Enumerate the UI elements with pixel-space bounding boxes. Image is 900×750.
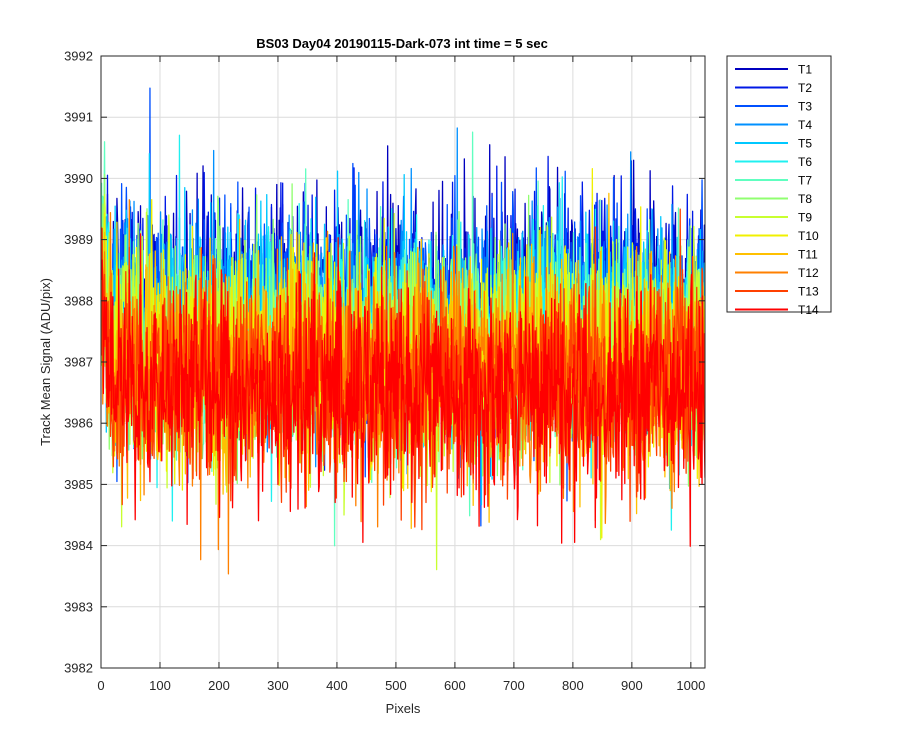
- y-tick-label: 3987: [64, 355, 93, 370]
- x-axis: 0 100 200 300 400 500 600 700 800 900 1000: [97, 56, 705, 693]
- legend-label-t12: T12: [798, 266, 819, 280]
- y-tick-label: 3989: [64, 232, 93, 247]
- legend-label-t9: T9: [798, 211, 812, 225]
- legend-label-t6: T6: [798, 155, 812, 169]
- legend-label-t14: T14: [798, 303, 819, 317]
- legend-label-t5: T5: [798, 137, 812, 151]
- x-tick-label: 500: [385, 678, 407, 693]
- x-tick-label: 700: [503, 678, 525, 693]
- legend-label-t8: T8: [798, 192, 812, 206]
- y-tick-label: 3983: [64, 599, 93, 614]
- y-tick-label: 3992: [64, 49, 93, 64]
- legend-box: [726, 55, 832, 313]
- chart-title: BS03 Day04 20190115-Dark-073 int time = …: [256, 36, 548, 51]
- series-lines: [101, 87, 705, 575]
- x-tick-label: 200: [208, 678, 230, 693]
- x-axis-label: Pixels: [386, 701, 421, 716]
- legend-label-t13: T13: [798, 285, 819, 299]
- x-tick-label: 400: [326, 678, 348, 693]
- x-tick-label: 600: [444, 678, 466, 693]
- legend-label-t10: T10: [798, 229, 819, 243]
- x-tick-label: 100: [149, 678, 171, 693]
- y-tick-label: 3982: [64, 661, 93, 676]
- legend-label-t1: T1: [798, 63, 812, 77]
- x-tick-label: 900: [621, 678, 643, 693]
- y-axis-label: Track Mean Signal (ADU/pix): [38, 278, 53, 446]
- x-tick-label: 300: [267, 678, 289, 693]
- x-tick-label: 0: [97, 678, 104, 693]
- legend-label-t2: T2: [798, 81, 812, 95]
- y-tick-label: 3984: [64, 538, 93, 553]
- series-line-t14: [101, 233, 705, 547]
- y-tick-label: 3991: [64, 110, 93, 125]
- y-tick-label: 3985: [64, 477, 93, 492]
- legend: T1 T2 T3 T4 T5 T6 T7 T8 T9 T10 T11 T12 T13 T14: [726, 55, 832, 317]
- y-tick-label: 3990: [64, 171, 93, 186]
- y-tick-label: 3988: [64, 293, 93, 308]
- legend-label-t3: T3: [798, 100, 812, 114]
- x-tick-label: 800: [562, 678, 584, 693]
- y-tick-label: 3986: [64, 416, 93, 431]
- legend-label-t11: T11: [798, 248, 818, 262]
- legend-label-t4: T4: [798, 118, 812, 132]
- legend-label-t7: T7: [798, 174, 812, 188]
- y-axis: 3982 3983 3984 3985 3986 3987 3988 3989 3990 3991…: [64, 49, 705, 676]
- x-tick-label: 1000: [676, 678, 705, 693]
